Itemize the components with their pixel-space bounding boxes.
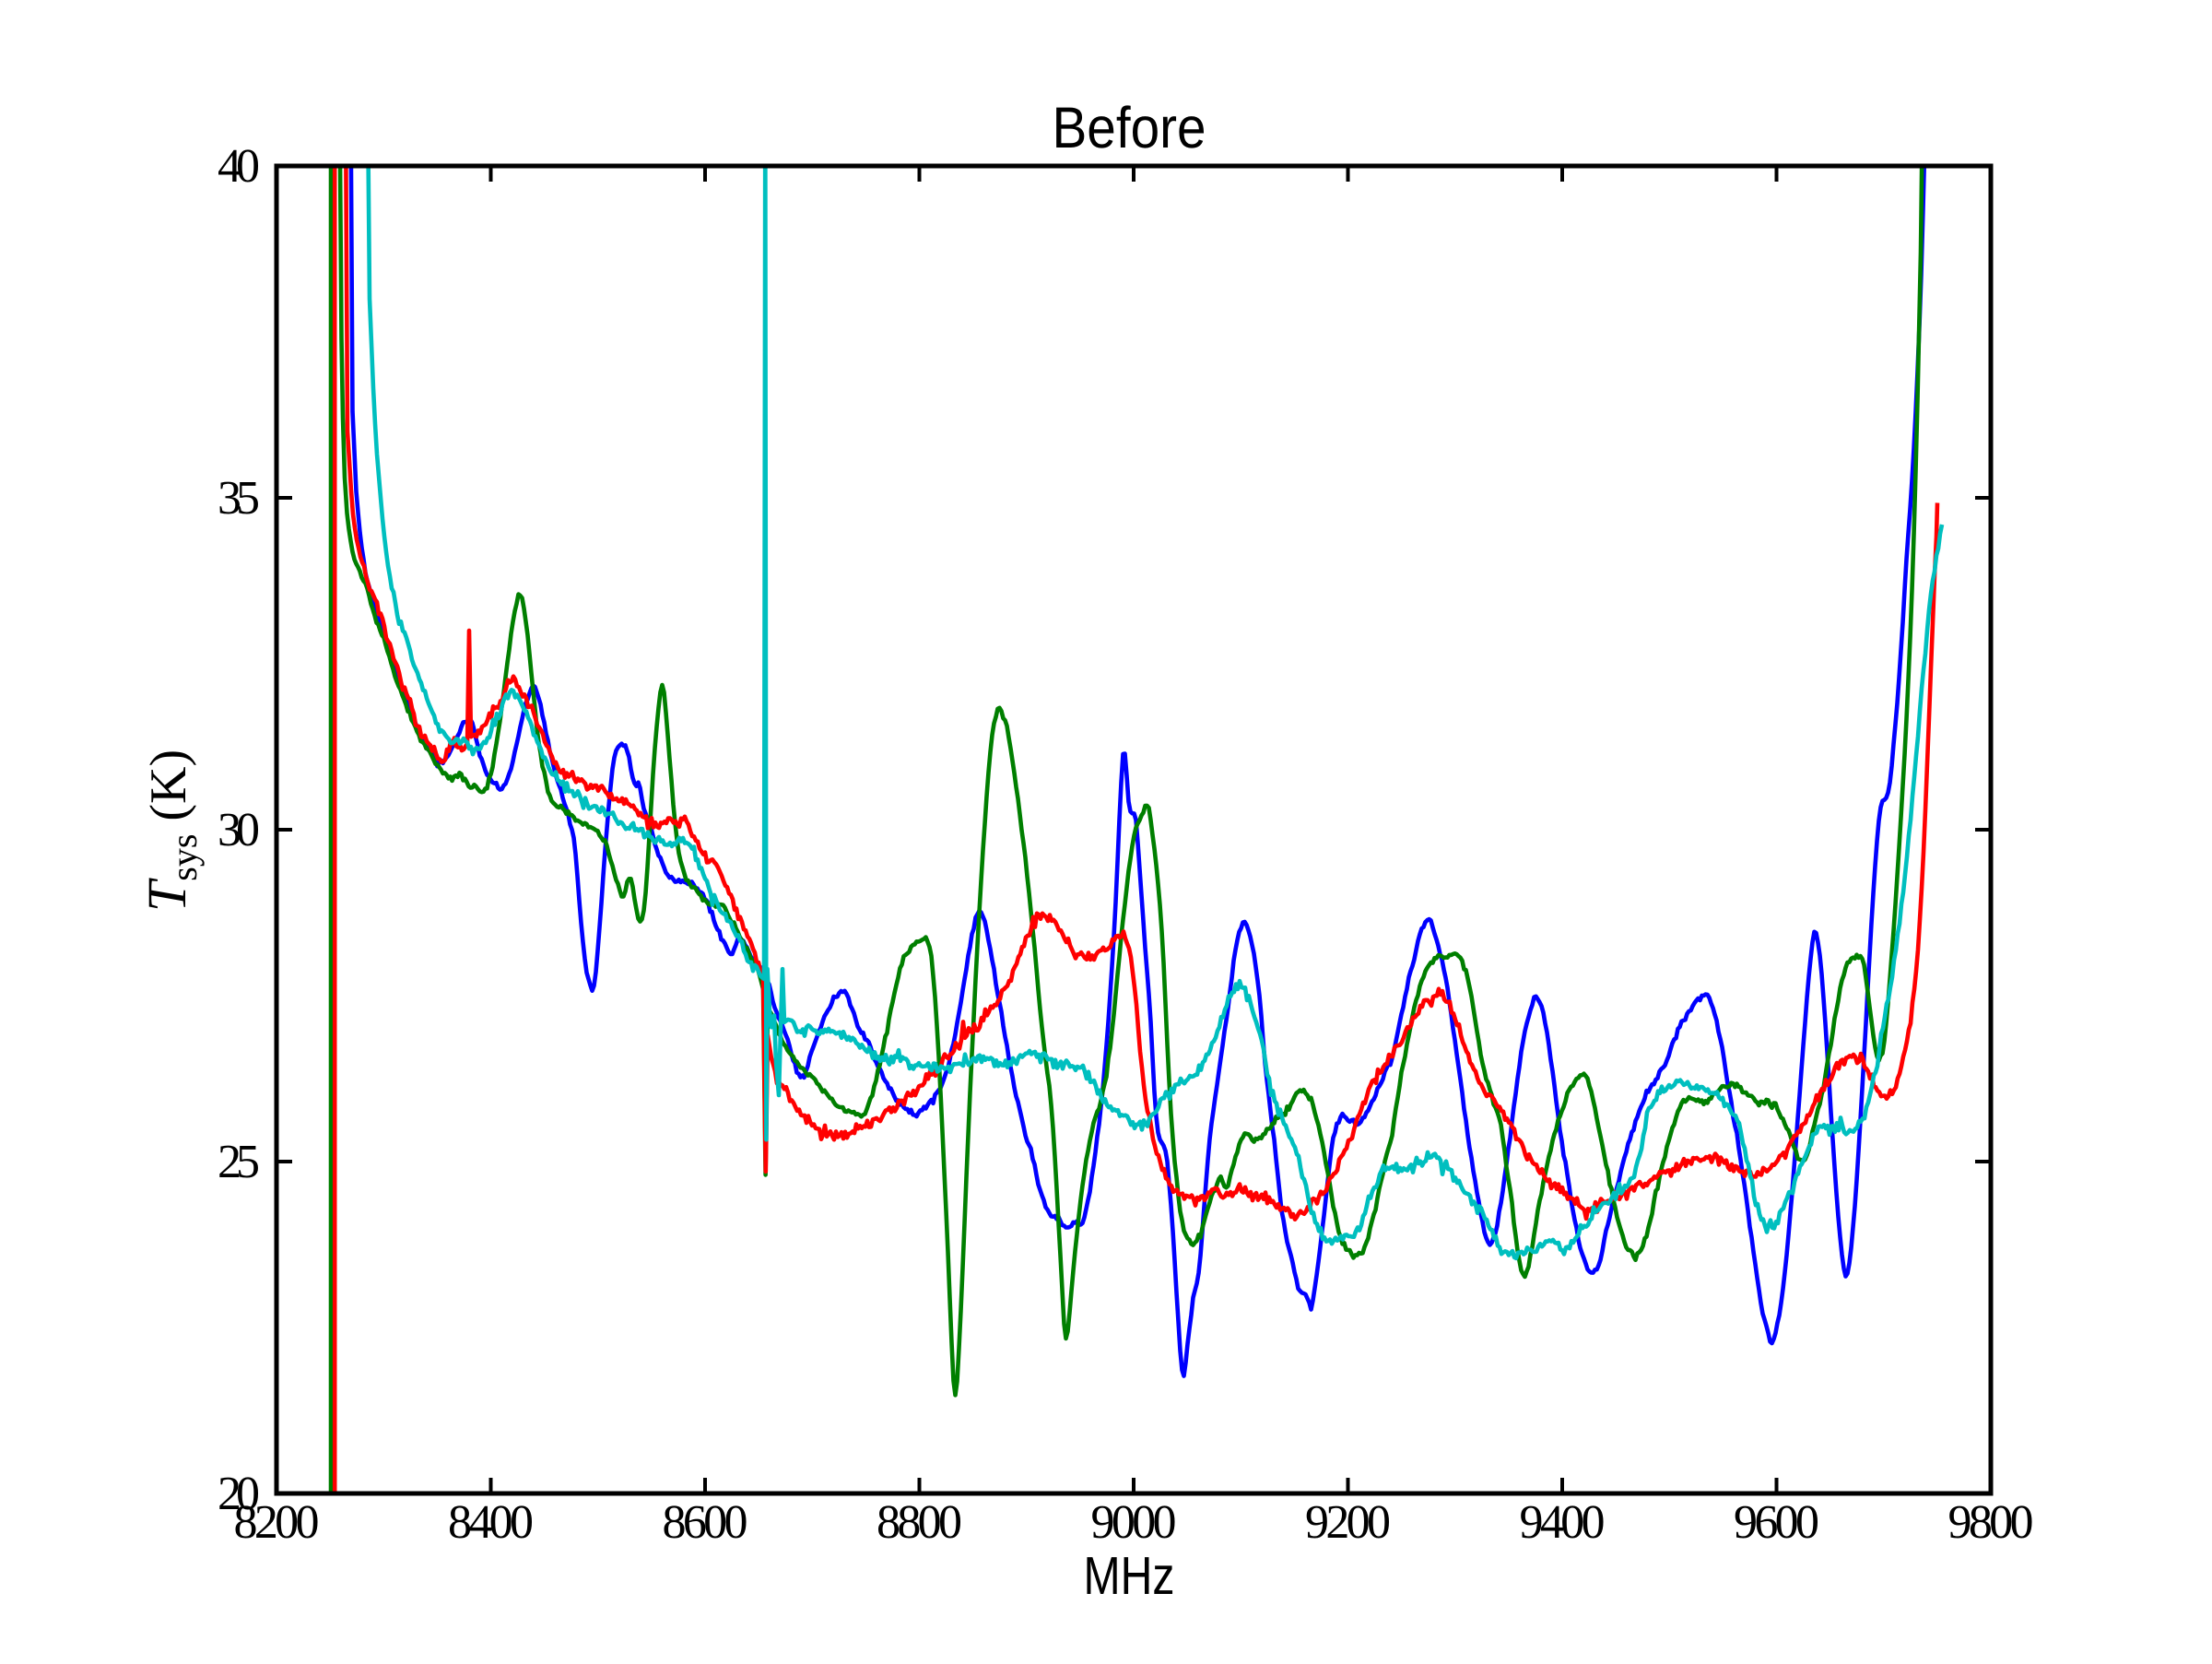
svg-text:9400: 9400 bbox=[1520, 1496, 1606, 1549]
svg-text:9600: 9600 bbox=[1734, 1496, 1819, 1549]
svg-text:30: 30 bbox=[218, 804, 260, 856]
svg-text:Before: Before bbox=[1053, 96, 1206, 160]
svg-text:8600: 8600 bbox=[663, 1496, 748, 1549]
svg-text:MHz: MHz bbox=[1084, 1546, 1175, 1606]
svg-text:25: 25 bbox=[218, 1136, 260, 1188]
svg-text:8800: 8800 bbox=[877, 1496, 962, 1549]
svg-text:20: 20 bbox=[218, 1468, 260, 1520]
svg-text:8200: 8200 bbox=[234, 1496, 320, 1549]
svg-text:9000: 9000 bbox=[1091, 1496, 1177, 1549]
svg-text:40: 40 bbox=[218, 140, 260, 193]
svg-text:8400: 8400 bbox=[448, 1496, 534, 1549]
svg-text:Tsys (K): Tsys (K) bbox=[136, 749, 205, 912]
svg-text:9800: 9800 bbox=[1948, 1496, 2034, 1549]
svg-text:9200: 9200 bbox=[1305, 1496, 1391, 1549]
svg-text:35: 35 bbox=[218, 472, 260, 525]
